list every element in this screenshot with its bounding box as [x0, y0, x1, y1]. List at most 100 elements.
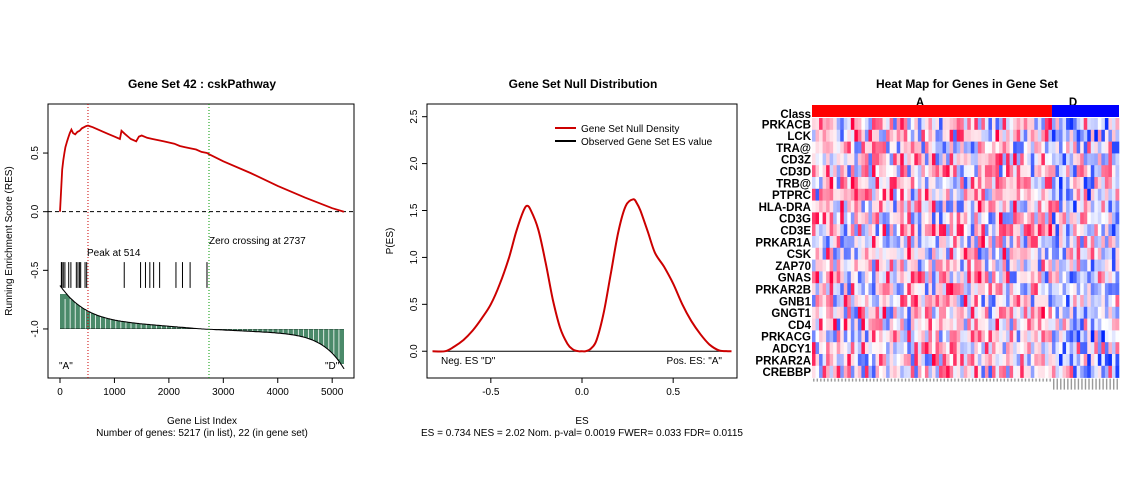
- heatmap-cell: [864, 141, 869, 154]
- heatmap-cell: [903, 236, 908, 249]
- heatmap-cell: [935, 283, 940, 296]
- heatmap-cell: [829, 247, 834, 260]
- heatmap-cell: [864, 247, 869, 260]
- heatmap-cell: [1073, 129, 1077, 142]
- heatmap-cell: [836, 354, 841, 367]
- heatmap-cell: [1048, 354, 1053, 367]
- heatmap-cell: [946, 365, 950, 378]
- heatmap-cell: [1073, 118, 1077, 131]
- heatmap-cell: [988, 200, 993, 213]
- heatmap-cell: [1094, 283, 1099, 296]
- heatmap-cell: [864, 271, 869, 284]
- heatmap-cell: [886, 247, 890, 260]
- heatmap-cell: [1094, 188, 1099, 201]
- heatmap-cell: [1069, 342, 1074, 355]
- heatmap-cell: [1016, 153, 1021, 166]
- heatmap-cell: [935, 212, 940, 225]
- heatmap-cell: [1034, 177, 1039, 190]
- heatmap-cell: [1027, 259, 1032, 272]
- heatmap-cell: [822, 306, 827, 319]
- heatmap-cell: [960, 295, 965, 308]
- heatmap-cell: [1094, 177, 1099, 190]
- heatmap-cell: [1108, 306, 1113, 319]
- heatmap-cell: [907, 259, 912, 272]
- heatmap-cell: [1013, 153, 1017, 166]
- heatmap-cell: [1062, 330, 1067, 343]
- heatmap-cell: [946, 224, 950, 237]
- heatmap-cell: [864, 200, 869, 213]
- heatmap-cell: [963, 212, 968, 225]
- heatmap-cell: [840, 247, 845, 260]
- column-tick: [996, 378, 998, 382]
- heatmap-cell: [1044, 318, 1049, 331]
- heatmap-cell: [861, 188, 866, 201]
- heatmap-row-label: GNAS: [778, 273, 812, 285]
- heatmap-cell: [914, 141, 919, 154]
- heatmap-cell: [1027, 318, 1032, 331]
- heatmap-cell: [981, 318, 986, 331]
- heatmap-cell: [967, 129, 972, 142]
- heatmap-cell: [1027, 295, 1032, 308]
- heatmap-cell: [931, 259, 936, 272]
- heatmap-cell: [1087, 141, 1092, 154]
- heatmap-cell: [868, 153, 873, 166]
- heatmap-cell: [843, 129, 848, 142]
- heatmap-cell: [1016, 165, 1021, 178]
- heatmap-cell: [1055, 200, 1060, 213]
- heatmap-cell: [840, 283, 845, 296]
- heatmap-cell: [1048, 306, 1053, 319]
- heatmap-cell: [857, 365, 862, 378]
- heatmap-cell: [871, 354, 876, 367]
- heatmap-cell: [910, 200, 915, 213]
- heatmap-cell: [939, 295, 943, 308]
- heatmap-cell: [939, 247, 943, 260]
- heatmap-cell: [875, 306, 880, 319]
- heatmap-cell: [847, 165, 852, 178]
- heatmap-cell: [847, 224, 852, 237]
- heatmap-cell: [1037, 188, 1042, 201]
- heatmap-cell: [995, 177, 1000, 190]
- heatmap-cell: [829, 295, 834, 308]
- heatmap-cell: [999, 153, 1003, 166]
- heatmap-cell: [826, 259, 830, 272]
- heatmap-cell: [1048, 330, 1053, 343]
- heatmap-cell: [1108, 129, 1113, 142]
- heatmap-cell: [1030, 224, 1035, 237]
- heatmap-cell: [953, 212, 957, 225]
- heatmap-cell: [854, 259, 859, 272]
- null-density-series: [432, 198, 732, 353]
- heatmap-cell: [988, 283, 993, 296]
- heatmap-cell: [1037, 200, 1042, 213]
- heatmap-cell: [939, 259, 943, 272]
- heatmap-cell: [889, 259, 894, 272]
- heatmap-cell: [1013, 200, 1017, 213]
- heatmap-cell: [889, 141, 894, 154]
- heatmap-cell: [1051, 118, 1056, 131]
- heatmap-cell: [995, 271, 1000, 284]
- heatmap-cell: [1037, 141, 1042, 154]
- column-tick: [1091, 378, 1094, 390]
- heatmap-cell: [900, 342, 905, 355]
- heatmap-cell: [910, 354, 915, 367]
- heatmap-cell: [995, 129, 1000, 142]
- heatmap-cell: [1111, 306, 1116, 319]
- heatmap-cell: [1090, 295, 1095, 308]
- heatmap-cell: [991, 188, 996, 201]
- heatmap-cell: [819, 295, 823, 308]
- heatmap-cell: [931, 212, 936, 225]
- heatmap-cell: [1002, 342, 1007, 355]
- heatmap-cell: [896, 318, 901, 331]
- heatmap-cell: [1066, 153, 1070, 166]
- heatmap-cell: [921, 295, 926, 308]
- heatmap-cell: [889, 306, 894, 319]
- heatmap-cell: [1104, 318, 1109, 331]
- heatmap-cell: [931, 330, 936, 343]
- heatmap-cell: [812, 330, 816, 343]
- heatmap-cell: [886, 259, 890, 272]
- heatmap-cell: [836, 129, 841, 142]
- heatmap-cell: [1009, 188, 1014, 201]
- heatmap-cell: [935, 153, 940, 166]
- heatmap-cell: [939, 354, 943, 367]
- heatmap-cell: [900, 330, 905, 343]
- heatmap-cell: [995, 165, 1000, 178]
